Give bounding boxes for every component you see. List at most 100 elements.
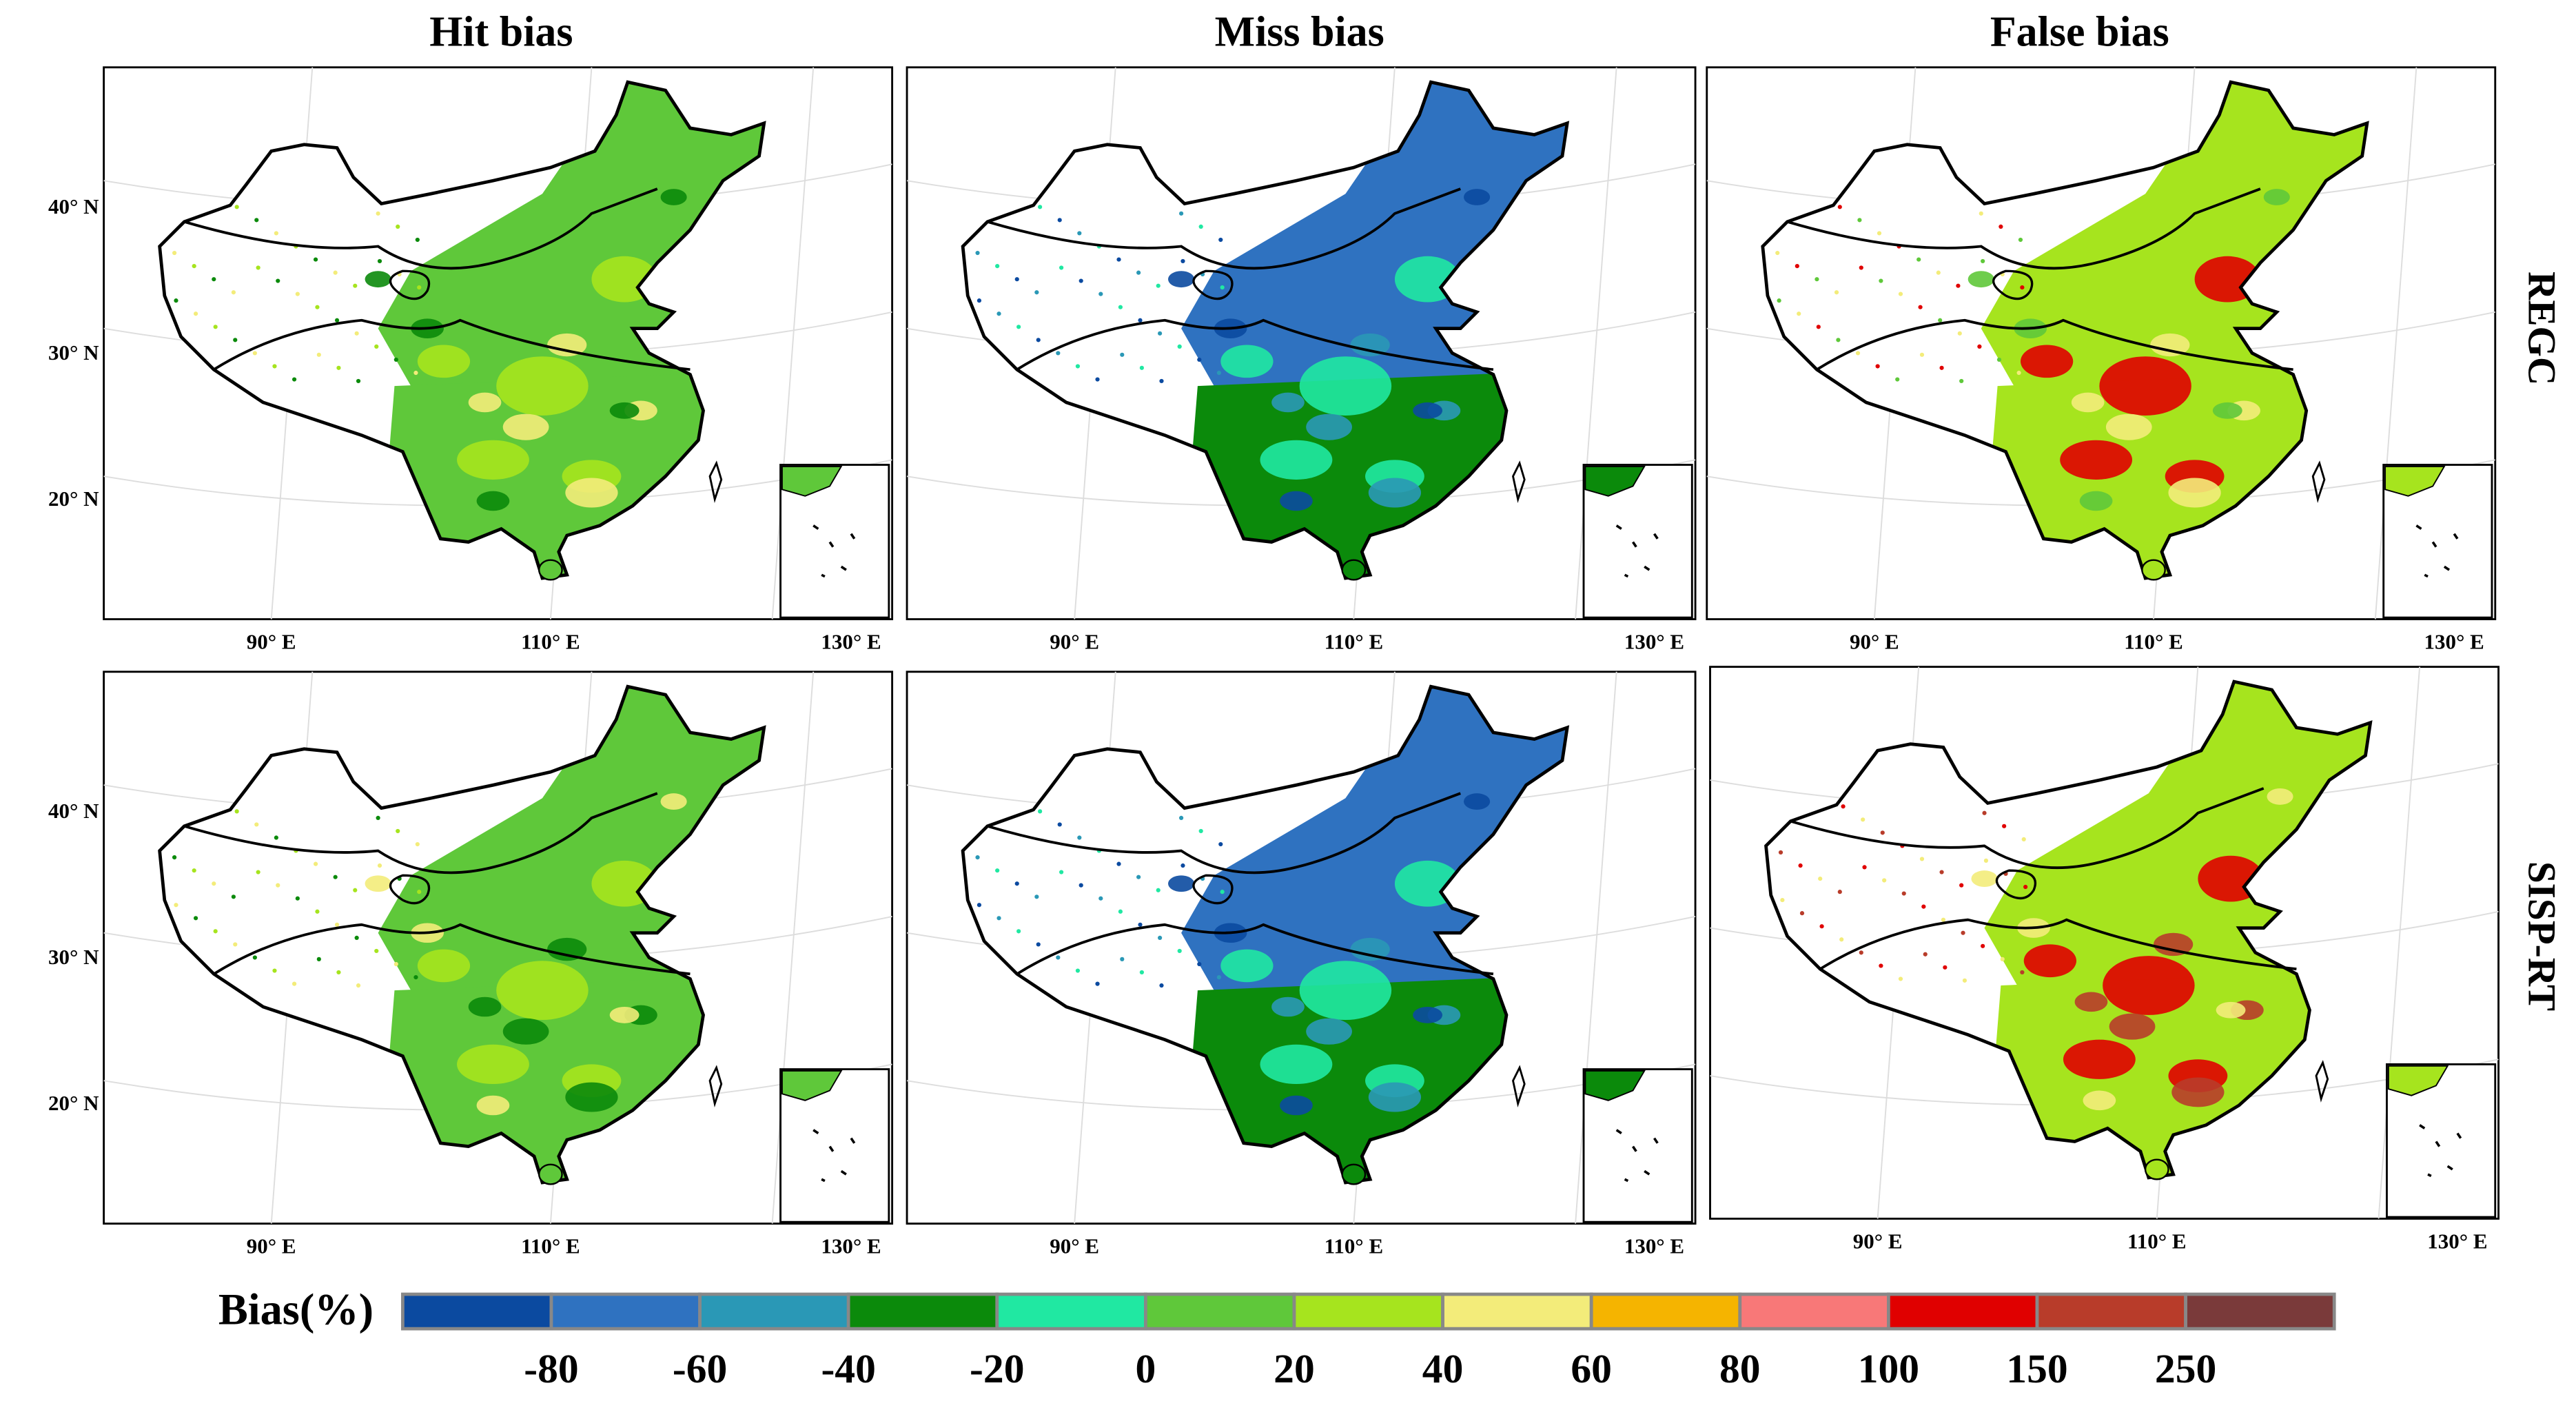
station-dot xyxy=(975,250,980,256)
station-dot xyxy=(193,916,198,921)
station-dot xyxy=(1138,922,1143,927)
station-dot xyxy=(316,957,321,961)
field-patch xyxy=(1299,356,1392,416)
station-dot xyxy=(1077,231,1082,236)
station-dot xyxy=(1059,265,1064,270)
station-dot xyxy=(254,822,259,827)
basin-boundary xyxy=(183,792,658,875)
station-dot xyxy=(1919,857,1925,861)
lon-label: 110° E xyxy=(1325,629,1384,653)
lon-label: 90° E xyxy=(247,1234,296,1258)
station-dot xyxy=(1901,891,1906,896)
field-patch xyxy=(502,413,549,440)
basin-boundary xyxy=(389,269,431,300)
station-dot xyxy=(172,250,177,256)
field-patch xyxy=(1350,937,1390,961)
station-dot xyxy=(1981,258,1985,264)
field-patch xyxy=(1280,491,1313,511)
station-dot xyxy=(1098,896,1103,901)
station-dot xyxy=(1941,917,1946,922)
station-dot xyxy=(1836,338,1841,342)
island xyxy=(1341,1163,1367,1185)
station-dot xyxy=(353,283,358,288)
field-patch xyxy=(547,333,587,357)
basin-boundary xyxy=(1819,918,2297,971)
station-dot xyxy=(1818,876,1823,881)
station-dot xyxy=(1138,318,1143,323)
colorbar-swatch xyxy=(1143,1292,1296,1331)
station-dot xyxy=(995,264,1000,269)
station-dot xyxy=(1962,978,1967,983)
colorbar-tick-label: 40 xyxy=(1422,1346,1464,1391)
station-dot xyxy=(1834,290,1839,295)
basin-boundary xyxy=(987,792,1461,875)
island xyxy=(708,460,723,503)
field-patch xyxy=(2071,392,2105,413)
basin-boundary xyxy=(1016,923,1494,976)
station-dot xyxy=(212,277,216,282)
station-dot xyxy=(1879,278,1883,283)
field-patch xyxy=(2079,491,2113,511)
station-dot xyxy=(1936,270,1941,275)
field-patch xyxy=(365,271,391,288)
map-panel: 90° E 110° E 130° E xyxy=(1706,66,2497,653)
station-dot xyxy=(1895,377,1900,382)
field-patch xyxy=(2212,402,2242,419)
station-dot xyxy=(295,896,300,901)
field-patch xyxy=(476,1095,510,1116)
station-dot xyxy=(1795,264,1799,269)
station-dot xyxy=(252,955,257,960)
lon-label: 130° E xyxy=(821,1234,881,1258)
island xyxy=(708,1065,723,1108)
field-patch xyxy=(1220,949,1274,983)
colorbar-tick-label: 250 xyxy=(2155,1346,2216,1391)
station-dot xyxy=(2023,884,2028,890)
island xyxy=(1341,559,1367,581)
basin-boundary xyxy=(213,318,691,371)
colorbar-swatch xyxy=(1738,1292,1890,1331)
field-patch xyxy=(468,996,502,1017)
field-patch xyxy=(365,875,391,892)
lon-label: 110° E xyxy=(2124,629,2183,653)
station-dot xyxy=(1959,378,1964,384)
field-patch xyxy=(2023,944,2077,978)
station-dot xyxy=(1775,250,1780,256)
column-title: False bias xyxy=(1990,9,2169,56)
field-patch xyxy=(496,961,589,1021)
station-dot xyxy=(1034,894,1039,899)
station-dot xyxy=(1118,305,1123,309)
lon-label: 110° E xyxy=(1325,1234,1384,1258)
station-dot xyxy=(1177,948,1182,954)
lat-label: 40° N xyxy=(48,799,99,823)
field-patch xyxy=(1220,345,1274,378)
station-dot xyxy=(316,352,321,357)
field-patch xyxy=(1260,1044,1333,1085)
station-dot xyxy=(1841,804,1846,809)
station-dot xyxy=(1057,218,1062,223)
lat-label: 40° N xyxy=(48,194,99,218)
station-dot xyxy=(174,298,178,303)
colorbar-tick-label: 80 xyxy=(1719,1346,1761,1391)
field-patch xyxy=(547,937,587,961)
field-patch xyxy=(1464,189,1491,205)
lon-label: 90° E xyxy=(1850,629,1899,653)
station-dot xyxy=(413,370,418,376)
station-dot xyxy=(377,863,382,868)
station-dot xyxy=(2002,824,2007,828)
field-patch xyxy=(457,440,529,480)
station-dot xyxy=(315,305,320,309)
station-dot xyxy=(1880,830,1885,835)
inset-land xyxy=(2387,1065,2449,1096)
station-dot xyxy=(192,868,196,873)
basin-boundary xyxy=(213,923,691,976)
colorbar-swatch xyxy=(400,1292,553,1331)
colorbar-swatch xyxy=(1441,1292,1593,1331)
lat-label: 30° N xyxy=(48,340,99,365)
station-dot xyxy=(977,903,982,908)
colorbar-tick-label: 150 xyxy=(2006,1346,2067,1391)
station-dot xyxy=(1859,950,1863,955)
station-dot xyxy=(256,870,260,875)
station-dot xyxy=(1857,218,1862,223)
station-dot xyxy=(1877,231,1882,236)
